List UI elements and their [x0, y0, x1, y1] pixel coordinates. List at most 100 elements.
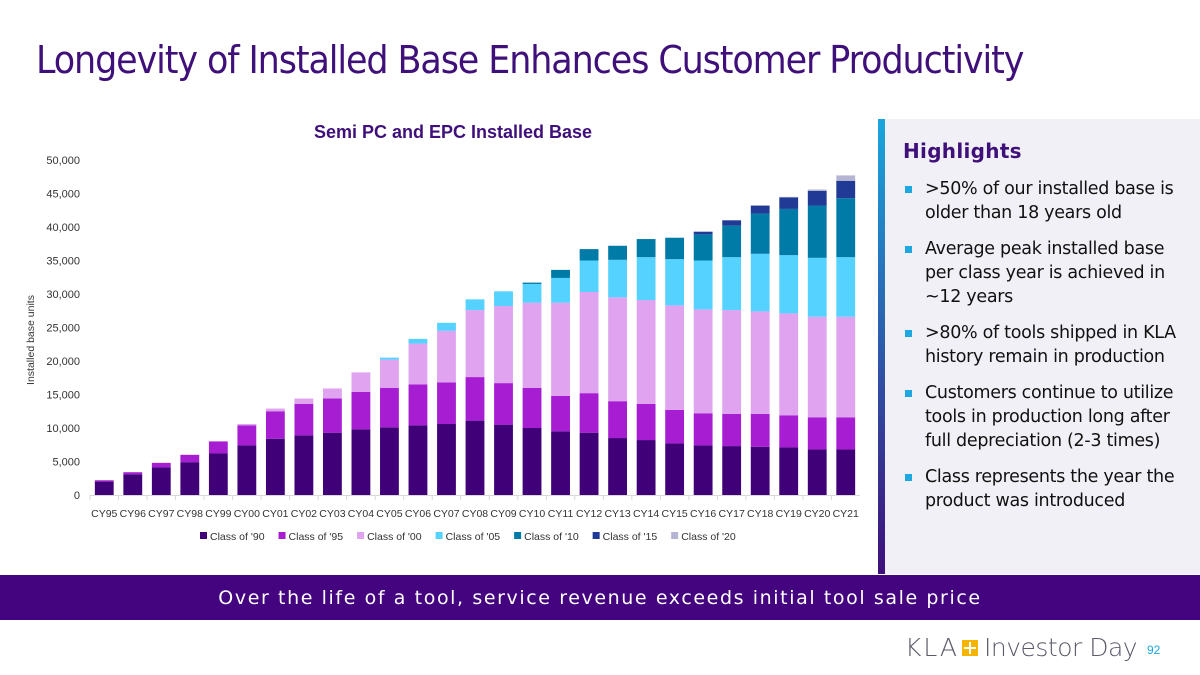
- square-bullet-icon: [905, 186, 912, 193]
- legend-item: Class of '90: [200, 531, 265, 543]
- bar-segment: [836, 417, 856, 450]
- bar-segment: [636, 403, 656, 441]
- bar-segment: [322, 432, 342, 495]
- highlight-item: >50% of our installed base is older than…: [903, 177, 1193, 225]
- highlight-item: Customers continue to utilize tools in p…: [903, 381, 1193, 453]
- y-tick-label: 0: [74, 490, 80, 502]
- bar-segment: [579, 432, 599, 495]
- bar-stack: [294, 398, 314, 495]
- y-tick-label: 50,000: [46, 155, 80, 167]
- bar-segment: [494, 306, 513, 384]
- bar-segment: [836, 175, 856, 181]
- bar-segment: [807, 190, 827, 206]
- bar-segment: [522, 283, 542, 303]
- y-tick-label: 20,000: [46, 356, 80, 368]
- bar-stack: [693, 231, 713, 495]
- bar-segment: [437, 423, 456, 495]
- bars: [94, 175, 856, 495]
- bar-stack: [579, 249, 599, 495]
- bar-segment: [294, 435, 314, 495]
- square-bullet-icon: [905, 474, 912, 481]
- bar-segment: [779, 415, 799, 448]
- bar-segment: [693, 309, 713, 414]
- takeaway-banner: Over the life of a tool, service revenue…: [0, 575, 1200, 620]
- bar-segment: [665, 259, 685, 306]
- bar-segment: [608, 297, 628, 402]
- highlight-text: >80% of tools shipped in KLA history rem…: [925, 323, 1176, 367]
- bar-stack: [465, 299, 485, 495]
- bar-segment: [123, 472, 143, 475]
- bar-segment: [579, 291, 599, 394]
- highlights-list: >50% of our installed base is older than…: [903, 177, 1193, 525]
- legend-label: Class of '00: [367, 531, 422, 543]
- bar-segment: [836, 180, 856, 199]
- y-tick-label: 30,000: [46, 289, 80, 301]
- highlights-heading: Highlights: [903, 139, 1022, 163]
- bar-segment: [123, 474, 143, 495]
- bar-segment: [665, 443, 685, 495]
- legend-swatch: [357, 532, 365, 539]
- bar-segment: [608, 438, 628, 495]
- bar-stack: [807, 189, 827, 495]
- bar-segment: [380, 427, 399, 495]
- bar-stack: [551, 269, 570, 495]
- bar-segment: [693, 413, 713, 446]
- kla-investor-day-logo: KLA Investor Day: [905, 633, 1138, 662]
- bar-segment: [408, 343, 428, 385]
- bar-segment: [94, 481, 114, 495]
- y-tick-label: 15,000: [46, 390, 80, 402]
- x-tick-label: CY04: [348, 508, 374, 520]
- legend-swatch: [514, 532, 522, 539]
- x-axis-ticks: CY95 CY96 CY97 CY98 CY99 CY00 CY01 CY02 CY03 CY04…: [89, 495, 859, 520]
- x-tick-label: CY09: [490, 508, 516, 520]
- bar-segment: [437, 330, 456, 383]
- y-axis-label: Installed base units: [25, 295, 37, 385]
- installed-base-chart: Semi PC and EPC Installed Base Installed…: [0, 110, 870, 570]
- bar-segment: [494, 291, 513, 307]
- bar-segment: [807, 316, 827, 418]
- y-tick-label: 25,000: [46, 323, 80, 335]
- y-tick-label: 45,000: [46, 189, 80, 201]
- legend-item: Class of '15: [592, 531, 658, 543]
- chart-title: Semi PC and EPC Installed Base: [314, 122, 592, 142]
- legend-label: Class of '15: [603, 531, 658, 543]
- square-bullet-icon: [905, 390, 912, 397]
- bar-segment: [380, 387, 399, 428]
- bar-segment: [579, 249, 599, 261]
- bar-stack: [494, 291, 513, 495]
- plus-icon: [962, 639, 978, 656]
- legend-label: Class of '90: [210, 531, 265, 543]
- x-tick-label: CY21: [833, 508, 859, 520]
- bar-segment: [294, 403, 314, 436]
- bar-segment: [693, 231, 713, 235]
- bar-segment: [94, 480, 114, 482]
- bar-segment: [779, 196, 799, 198]
- bar-segment: [151, 462, 171, 468]
- bar-segment: [722, 220, 742, 226]
- highlight-item: >80% of tools shipped in KLA history rem…: [903, 321, 1193, 369]
- bar-segment: [551, 431, 570, 495]
- highlights-panel: Highlights >50% of our installed base is…: [878, 119, 1200, 574]
- bar-segment: [836, 257, 856, 317]
- bar-segment: [408, 425, 428, 495]
- x-tick-label: CY98: [177, 508, 203, 520]
- legend-swatch: [671, 532, 679, 539]
- bar-segment: [522, 302, 542, 388]
- bar-segment: [750, 253, 770, 312]
- bar-segment: [265, 408, 285, 412]
- legend-item: Class of '20: [671, 531, 736, 543]
- bar-segment: [693, 234, 713, 261]
- bar-segment: [237, 423, 257, 426]
- bar-segment: [237, 425, 257, 446]
- bar-segment: [180, 454, 200, 463]
- bar-stack: [750, 205, 770, 495]
- bar-segment: [265, 438, 285, 495]
- bar-segment: [722, 257, 742, 311]
- bar-segment: [294, 398, 314, 404]
- bar-segment: [579, 260, 599, 292]
- bar-stack: [408, 338, 428, 495]
- bar-segment: [608, 401, 628, 439]
- highlight-text: >50% of our installed base is older than…: [925, 179, 1174, 223]
- chart-legend: Class of '90 Class of '95 Class of '00 Clas…: [200, 531, 736, 543]
- bar-stack: [237, 423, 257, 495]
